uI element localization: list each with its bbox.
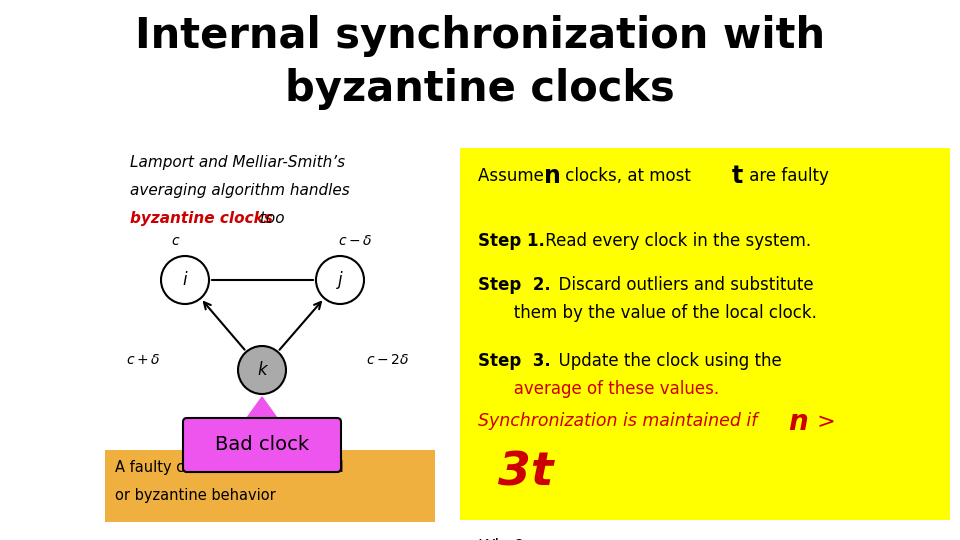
Text: i: i — [182, 271, 187, 289]
Text: A faulty clocks exhibits 2-faced: A faulty clocks exhibits 2-faced — [115, 460, 344, 475]
Text: Synchronization is maintained if: Synchronization is maintained if — [478, 412, 763, 430]
Circle shape — [238, 346, 286, 394]
Text: are faulty: are faulty — [744, 167, 828, 185]
Text: too: too — [255, 211, 284, 226]
Text: Step  3.: Step 3. — [478, 352, 551, 370]
Text: Lamport and Melliar-Smith’s: Lamport and Melliar-Smith’s — [130, 155, 346, 170]
Text: Step 1.: Step 1. — [478, 232, 545, 250]
Text: Assume: Assume — [478, 167, 549, 185]
Text: averaging algorithm handles: averaging algorithm handles — [130, 183, 349, 198]
Text: $c-2\delta$: $c-2\delta$ — [367, 353, 410, 367]
Text: >: > — [810, 412, 836, 432]
Polygon shape — [244, 397, 280, 422]
Text: Update the clock using the: Update the clock using the — [548, 352, 781, 370]
Text: or byzantine behavior: or byzantine behavior — [115, 488, 276, 503]
Text: j: j — [338, 271, 343, 289]
Text: $c+\delta$: $c+\delta$ — [126, 353, 160, 367]
Text: c: c — [171, 234, 179, 248]
Text: Bad clock: Bad clock — [215, 435, 309, 455]
Text: average of these values.: average of these values. — [498, 380, 719, 398]
Text: $c-\delta$: $c-\delta$ — [338, 234, 372, 248]
Text: Discard outliers and substitute: Discard outliers and substitute — [548, 276, 814, 294]
Circle shape — [161, 256, 209, 304]
Text: Internal synchronization with: Internal synchronization with — [135, 15, 825, 57]
Text: them by the value of the local clock.: them by the value of the local clock. — [498, 304, 817, 322]
FancyBboxPatch shape — [183, 418, 341, 472]
Text: 3t: 3t — [498, 450, 554, 495]
Text: n: n — [544, 164, 561, 188]
Circle shape — [316, 256, 364, 304]
Text: Read every clock in the system.: Read every clock in the system. — [540, 232, 811, 250]
Text: t: t — [732, 164, 743, 188]
Text: byzantine clocks: byzantine clocks — [285, 68, 675, 110]
Text: n: n — [788, 408, 807, 436]
Bar — [460, 148, 950, 520]
Text: k: k — [257, 361, 267, 379]
Text: clocks, at most: clocks, at most — [560, 167, 696, 185]
Text: byzantine clocks: byzantine clocks — [130, 211, 273, 226]
Text: Step  2.: Step 2. — [478, 276, 551, 294]
Text: Why?: Why? — [478, 538, 524, 540]
Bar — [105, 450, 435, 522]
